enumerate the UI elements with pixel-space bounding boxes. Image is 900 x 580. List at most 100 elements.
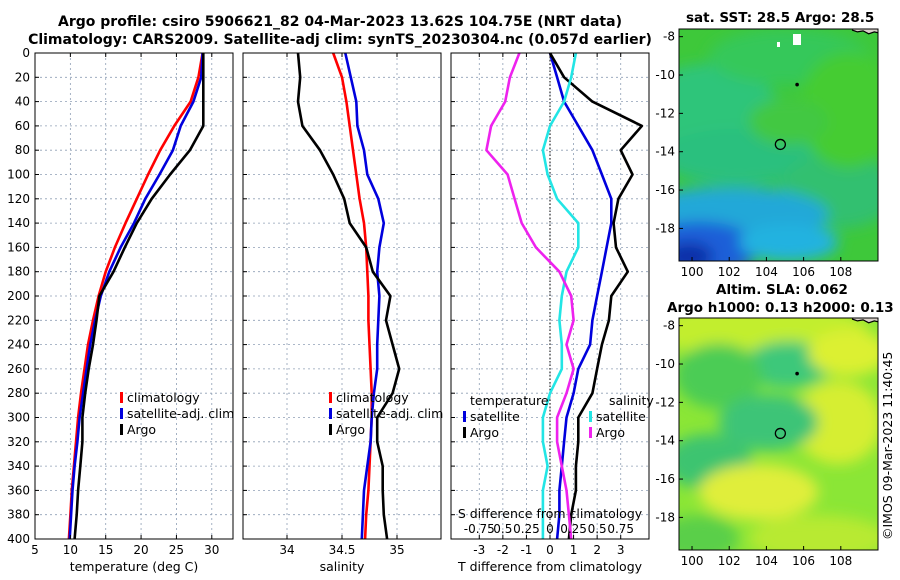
temperature-panel: 5 10 15 20 25 3002040608010012014016018020022… [7, 46, 234, 574]
map-x-tick-label: 108 [829, 265, 852, 279]
y-tick-label: 60 [15, 119, 30, 133]
map-field [679, 318, 878, 550]
legend-swatch [120, 408, 123, 419]
sst-map: 100 102 104 106 108 -8 -10 -12 -14 -16 -18 [655, 28, 879, 279]
legend-swatch [589, 427, 592, 438]
map-x-tick-label: 106 [792, 554, 815, 568]
series-line-argo [73, 53, 205, 540]
y-tick-label: 240 [7, 338, 30, 352]
map-patch [718, 394, 819, 451]
x-tick-label: 1 [570, 543, 578, 557]
axes-frame [242, 52, 442, 540]
x-tick-label: 5 [31, 543, 39, 557]
island-marker [795, 371, 799, 376]
map-patch [679, 242, 713, 261]
s-tick-label: 0.5 [493, 522, 512, 536]
series-line-s-argo [485, 52, 575, 540]
y-tick-label: 140 [7, 216, 30, 230]
map-frame [678, 28, 879, 262]
x-tick-label: 34.5 [329, 543, 356, 557]
map-x-tick-label: 102 [718, 554, 741, 568]
legend-label: satellite [596, 409, 646, 424]
island-marker [795, 82, 799, 87]
legend-swatch [329, 392, 332, 403]
map-y-tick-label: -18 [655, 510, 675, 524]
map-y-tick-label: -10 [655, 68, 675, 82]
map-y-tick-label: -16 [655, 183, 675, 197]
y-tick-label: 100 [7, 168, 30, 182]
y-tick-label: 40 [15, 95, 30, 109]
y-tick-label: 380 [7, 508, 30, 522]
legend-swatch [463, 427, 466, 438]
x-tick-label: -3 [473, 543, 485, 557]
map-y-tick-label: -14 [655, 145, 675, 159]
y-tick-label: 360 [7, 483, 30, 497]
data-gap [793, 34, 801, 45]
series-line-t-satellite [548, 52, 613, 540]
legend-title-temperature: temperature [470, 393, 549, 408]
map-patch [698, 464, 819, 520]
map-patch [679, 343, 763, 409]
x-axis-label: T difference from climatology [457, 559, 643, 574]
map-x-tick-label: 102 [718, 265, 741, 279]
legend-label: Argo [596, 425, 625, 440]
series-line-climatology [331, 52, 374, 540]
map-x-tick-label: 106 [792, 265, 815, 279]
s-tick-label: 0.5 [588, 522, 607, 536]
salinity-panel: 34 34.5 35 salinity climatologysatellite-adj… [242, 52, 443, 574]
map-y-tick-label: -18 [655, 221, 675, 235]
map-x-tick-label: 104 [755, 265, 778, 279]
x-tick-label: -2 [497, 543, 509, 557]
y-tick-label: 0 [22, 46, 30, 60]
legend-swatch [329, 424, 332, 435]
chart-title-line1: Argo profile: csiro 5906621_82 04-Mar-20… [58, 14, 622, 30]
profile-location-marker [774, 427, 787, 440]
map-y-tick-label: -12 [655, 106, 675, 120]
map-y-tick-label: -12 [655, 395, 675, 409]
y-tick-label: 340 [7, 459, 30, 473]
sla-map-title: Altim. SLA: 0.062 [716, 282, 848, 298]
map-frame [678, 317, 879, 551]
map-y-tick-label: -16 [655, 472, 675, 486]
sla-map-subtitle: Argo h1000: 0.13 h2000: 0.13 [667, 300, 894, 316]
imos-credit-text: ©IMOS 09-Mar-2023 11:40:45 [880, 351, 895, 540]
y-tick-label: 400 [7, 532, 30, 546]
x-tick-label: 30 [204, 543, 219, 557]
series-line-satellite-adj-clim [344, 52, 386, 540]
x-tick-label: 3 [617, 543, 625, 557]
map-patch [738, 223, 839, 261]
x-tick-label: 20 [133, 543, 148, 557]
legend-title-salinity: salinity [609, 393, 654, 408]
legend-label: satellite-adj. clim [127, 406, 234, 421]
legend-swatch [329, 408, 332, 419]
x-tick-label: 15 [98, 543, 113, 557]
series-line-s-satellite [541, 52, 580, 539]
coastline [851, 318, 878, 324]
map-patch [748, 98, 829, 145]
legend-swatch [589, 411, 592, 422]
sst-map-title: sat. SST: 28.5 Argo: 28.5 [686, 10, 875, 26]
s-tick-label: 0.25 [513, 522, 540, 536]
legend-label: Argo [127, 422, 156, 437]
x-axis-label-secondary: S difference from climatology [458, 506, 643, 521]
x-axis-label: salinity [320, 559, 365, 574]
s-tick-label: 0 [546, 522, 554, 536]
y-tick-label: 120 [7, 192, 30, 206]
legend-label: satellite-adj. clim [336, 406, 443, 421]
y-tick-label: 160 [7, 240, 30, 254]
map-y-tick-label: -8 [663, 30, 675, 44]
coastline [851, 29, 878, 35]
x-tick-label: -1 [520, 543, 532, 557]
x-tick-label: 2 [593, 543, 601, 557]
y-tick-label: 320 [7, 435, 30, 449]
map-patch [798, 52, 878, 169]
y-tick-label: 20 [15, 70, 30, 84]
legend-label: satellite [470, 409, 520, 424]
series-line-argo [296, 52, 401, 540]
data-gap [777, 42, 780, 47]
profile-location-marker [774, 138, 787, 151]
y-tick-label: 280 [7, 386, 30, 400]
y-tick-label: 260 [7, 362, 30, 376]
map-x-tick-label: 108 [829, 554, 852, 568]
